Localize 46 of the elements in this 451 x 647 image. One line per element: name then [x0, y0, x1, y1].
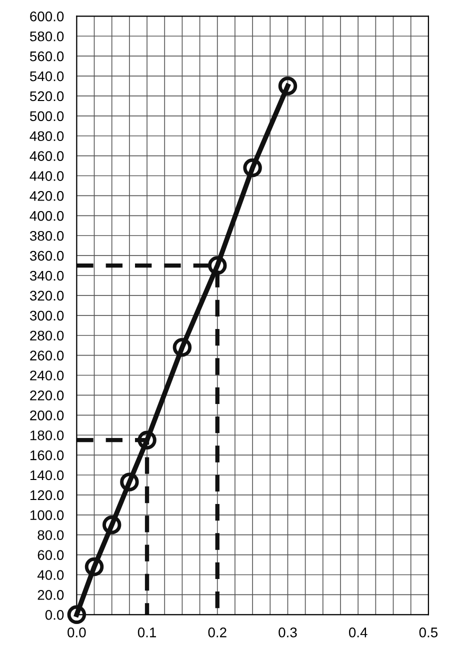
y-tick-label: 400.0 — [30, 211, 64, 221]
y-tick-label: 440.0 — [30, 171, 64, 181]
y-tick-label: 140.0 — [30, 470, 64, 480]
y-tick-label: 60.0 — [38, 550, 64, 560]
y-tick-label: 380.0 — [30, 230, 64, 241]
y-tick-label: 280.0 — [30, 330, 64, 341]
y-tick-label: 340.0 — [30, 270, 64, 281]
y-tick-label: 0.0 — [45, 610, 64, 620]
point — [138, 430, 156, 450]
point — [172, 338, 192, 357]
point — [84, 557, 104, 576]
y-tick-label: 580.0 — [30, 31, 64, 42]
y-tick-label: 240.0 — [30, 370, 64, 380]
y-tick-label: 300.0 — [30, 310, 64, 321]
x-tick-label: 0.4 — [348, 628, 368, 638]
y-tick-label: 600.0 — [30, 12, 64, 22]
y-tick-label: 180.0 — [30, 430, 64, 440]
point — [67, 605, 86, 624]
y-tick-label: 480.0 — [30, 131, 64, 142]
y-tick-label: 260.0 — [30, 350, 64, 360]
x-tick-label: 0.2 — [208, 628, 226, 638]
x-tick-label: 0.1 — [138, 628, 156, 638]
y-tick-label: 540.0 — [30, 71, 64, 82]
point — [278, 76, 298, 96]
y-tick-label: 420.0 — [30, 191, 64, 201]
y-tick-label: 560.0 — [30, 51, 64, 62]
y-tick-label: 120.0 — [30, 490, 64, 500]
y-tick-label: 100.0 — [30, 510, 64, 520]
y-tick-label: 500.0 — [30, 111, 64, 122]
y-tick-label: 360.0 — [30, 250, 64, 261]
y-tick-label: 320.0 — [30, 290, 64, 301]
y-tick-label: 160.0 — [30, 450, 64, 460]
y-tick-label: 220.0 — [30, 390, 64, 400]
point — [243, 158, 262, 178]
y-tick-label: 80.0 — [38, 530, 64, 540]
y-tick-label: 460.0 — [30, 151, 64, 161]
x-tick-label: 0.5 — [419, 628, 438, 638]
y-tick-label: 200.0 — [30, 410, 64, 420]
point — [208, 256, 227, 275]
point — [120, 472, 139, 492]
y-tick-label: 20.0 — [38, 590, 64, 600]
y-tick-label: 520.0 — [30, 91, 64, 102]
y-tick-label: 40.0 — [37, 570, 64, 580]
x-tick-label: 0.0 — [68, 628, 86, 638]
point — [102, 516, 122, 534]
x-tick-label: 0.3 — [278, 628, 297, 638]
